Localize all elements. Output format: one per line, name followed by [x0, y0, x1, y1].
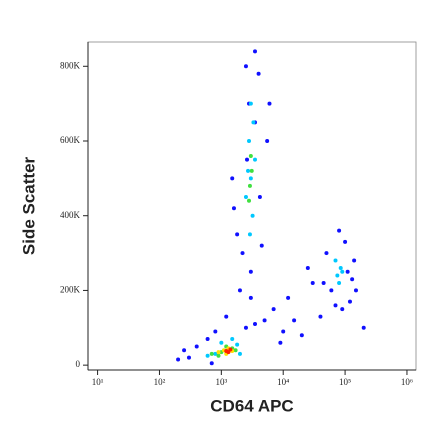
- point: [252, 49, 257, 54]
- point: [267, 101, 272, 106]
- point: [237, 351, 242, 356]
- x-axis-title: CD64 APC: [210, 396, 293, 415]
- point: [248, 269, 253, 274]
- point: [209, 361, 214, 366]
- y-tick-label: 800K: [60, 60, 81, 70]
- x-tick-label: 10³: [215, 377, 227, 387]
- point: [338, 266, 343, 271]
- y-axis-title: Side Scatter: [19, 156, 38, 255]
- point: [329, 288, 334, 293]
- point: [333, 303, 338, 308]
- point: [248, 176, 253, 181]
- point: [230, 176, 235, 181]
- point: [337, 228, 342, 233]
- point: [176, 357, 181, 362]
- point: [233, 348, 238, 353]
- point: [340, 307, 345, 312]
- x-tick-label: 10⁴: [277, 377, 289, 387]
- point: [247, 183, 252, 188]
- point: [205, 353, 210, 358]
- point: [209, 351, 214, 356]
- point: [333, 258, 338, 263]
- point: [345, 269, 350, 274]
- point: [246, 168, 251, 173]
- point: [248, 153, 253, 158]
- point: [262, 318, 267, 323]
- point: [224, 314, 229, 319]
- point: [213, 329, 218, 334]
- point: [243, 195, 248, 200]
- point: [321, 280, 326, 285]
- point: [299, 333, 304, 338]
- point: [361, 325, 366, 330]
- point: [245, 157, 250, 162]
- point: [281, 329, 286, 334]
- point: [247, 198, 252, 203]
- point: [231, 206, 236, 211]
- point: [337, 280, 342, 285]
- point: [216, 350, 221, 355]
- point: [247, 232, 252, 237]
- y-tick-label: 600K: [60, 135, 81, 145]
- point: [249, 168, 254, 173]
- point: [259, 243, 264, 248]
- y-tick-label: 200K: [60, 284, 81, 294]
- point: [243, 325, 248, 330]
- point: [240, 251, 245, 256]
- point: [265, 138, 270, 143]
- point: [248, 295, 253, 300]
- point: [216, 353, 221, 358]
- point: [235, 232, 240, 237]
- point: [286, 295, 291, 300]
- point: [226, 350, 231, 355]
- x-tick-label: 10⁵: [339, 377, 351, 387]
- point: [219, 340, 224, 345]
- point: [278, 340, 283, 345]
- point: [182, 348, 187, 353]
- y-tick-label: 0: [76, 359, 81, 369]
- point: [247, 138, 252, 143]
- x-tick-label: 10²: [154, 377, 166, 387]
- point: [243, 64, 248, 69]
- point: [343, 239, 348, 244]
- point: [310, 280, 315, 285]
- point: [353, 288, 358, 293]
- point: [252, 322, 257, 327]
- point: [257, 195, 262, 200]
- x-tick-label: 10⁶: [401, 377, 413, 387]
- point: [250, 213, 255, 218]
- point: [271, 307, 276, 312]
- point: [237, 288, 242, 293]
- point: [352, 258, 357, 263]
- point: [251, 120, 256, 125]
- point: [235, 342, 240, 347]
- point: [350, 277, 355, 282]
- plot-frame: [87, 41, 417, 371]
- point: [230, 336, 235, 341]
- point: [292, 318, 297, 323]
- point: [340, 269, 345, 274]
- point: [213, 351, 218, 356]
- point: [248, 101, 253, 106]
- point: [194, 344, 199, 349]
- point: [318, 314, 323, 319]
- point: [205, 336, 210, 341]
- point: [305, 266, 310, 271]
- point: [335, 273, 340, 278]
- x-tick-label: 10¹: [92, 377, 104, 387]
- point: [186, 355, 191, 360]
- point: [347, 299, 352, 304]
- point: [256, 71, 261, 76]
- y-tick-label: 400K: [60, 210, 81, 220]
- point: [252, 157, 257, 162]
- point: [324, 251, 329, 256]
